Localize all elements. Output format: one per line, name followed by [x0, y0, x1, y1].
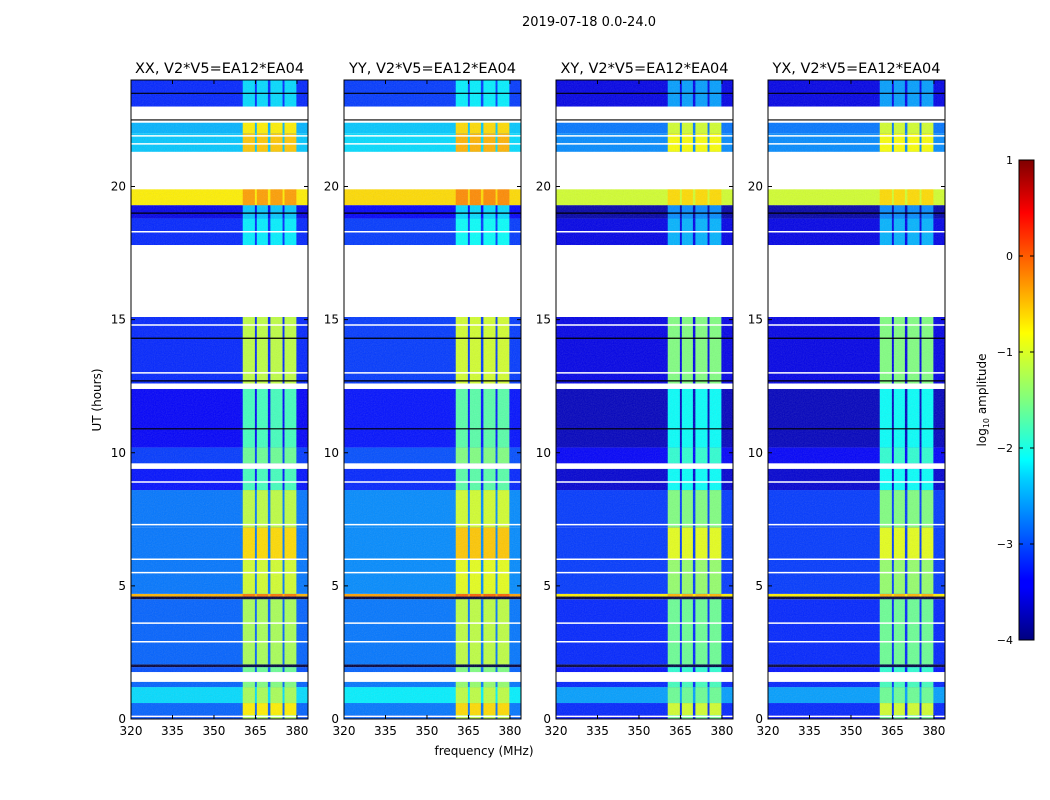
x-tick-label: 365: [457, 724, 480, 738]
flagged-band: [344, 106, 521, 123]
x-tick-label: 365: [881, 724, 904, 738]
y-tick-label: 20: [748, 180, 763, 194]
flagged-band: [768, 672, 945, 682]
y-tick-label: 20: [536, 180, 551, 194]
colorbar-gradient: [1018, 159, 1035, 641]
flagged-band: [768, 245, 945, 317]
flagged-band: [556, 106, 733, 123]
x-tick-label: 350: [840, 724, 863, 738]
colorbar-label-log: log: [975, 428, 989, 446]
panel-xy: XY, V2*V5=EA12*EA04 320 335 350 365 380 0 5 10 15…: [536, 61, 734, 738]
x-tick-label: 380: [710, 724, 733, 738]
y-tick-label: 20: [111, 180, 126, 194]
y-tick-label: 0: [331, 712, 339, 726]
y-tick-label: 10: [111, 446, 126, 460]
y-tick-label: 5: [543, 579, 551, 593]
panel-title: XY, V2*V5=EA12*EA04: [560, 61, 728, 77]
y-axis-label: UT (hours): [90, 368, 104, 431]
colorbar-label-sub: 10: [982, 418, 991, 428]
x-tick-label: 380: [285, 724, 308, 738]
x-tick-label: 350: [203, 724, 226, 738]
y-tick-label: 15: [536, 313, 551, 327]
panel-title: YX, V2*V5=EA12*EA04: [771, 61, 940, 77]
x-tick-label: 320: [120, 724, 143, 738]
x-tick-label: 335: [586, 724, 609, 738]
figure-title: 2019-07-18 0.0-24.0: [522, 15, 656, 30]
flagged-band: [556, 245, 733, 317]
flagged-band: [768, 151, 945, 190]
flagged-band: [768, 106, 945, 123]
flagged-band: [556, 151, 733, 190]
flagged-band: [344, 672, 521, 682]
plot-frame: [343, 79, 522, 720]
plot-frame: [555, 79, 734, 720]
y-tick-label: 5: [755, 579, 763, 593]
x-tick-label: 335: [374, 724, 397, 738]
flagged-band: [344, 383, 521, 389]
flagged-band: [344, 151, 521, 190]
x-tick-label: 335: [798, 724, 821, 738]
y-tick-label: 20: [324, 180, 339, 194]
flagged-band: [131, 383, 308, 389]
y-tick-label: 10: [536, 446, 551, 460]
flagged-band: [768, 463, 945, 469]
x-tick-label: 320: [545, 724, 568, 738]
flagged-band: [131, 106, 308, 123]
y-tick-label: 0: [543, 712, 551, 726]
x-tick-label: 365: [244, 724, 267, 738]
y-tick-label: 15: [324, 313, 339, 327]
panel-title: YY, V2*V5=EA12*EA04: [348, 61, 516, 77]
flagged-band: [131, 463, 308, 469]
x-tick-label: 350: [416, 724, 439, 738]
plot-frame: [767, 79, 946, 720]
flagged-band: [131, 672, 308, 682]
panel-xx: XX, V2*V5=EA12*EA04 320 335 350 365 380 0 5 10 15…: [111, 61, 309, 738]
colorbar-tick-label: 0: [1006, 250, 1013, 263]
x-tick-label: 350: [628, 724, 651, 738]
plot-frame: [130, 79, 309, 720]
colorbar-label: log10 amplitude: [975, 354, 991, 447]
x-tick-label: 320: [757, 724, 780, 738]
y-tick-label: 10: [748, 446, 763, 460]
x-axis-label: frequency (MHz): [434, 744, 533, 758]
y-tick-label: 0: [118, 712, 126, 726]
y-tick-label: 10: [324, 446, 339, 460]
colorbar-tick-label: 1: [1006, 154, 1013, 167]
flagged-band: [556, 672, 733, 682]
flagged-band: [556, 383, 733, 389]
y-tick-label: 0: [755, 712, 763, 726]
y-tick-label: 5: [118, 579, 126, 593]
flagged-band: [556, 463, 733, 469]
colorbar: log10 amplitude 10−1−2−3−4: [975, 154, 1035, 647]
flagged-band: [344, 463, 521, 469]
panel-yx: YX, V2*V5=EA12*EA04 320 335 350 365 380 0 5 10 15…: [748, 61, 946, 738]
x-tick-label: 335: [161, 724, 184, 738]
colorbar-tick-label: −1: [997, 346, 1013, 359]
panel-title: XX, V2*V5=EA12*EA04: [135, 61, 304, 77]
flagged-band: [131, 151, 308, 190]
flagged-band: [131, 245, 308, 317]
x-tick-label: 365: [669, 724, 692, 738]
y-tick-label: 5: [331, 579, 339, 593]
colorbar-tick-label: −3: [997, 538, 1013, 551]
x-tick-label: 380: [922, 724, 945, 738]
flagged-band: [768, 383, 945, 389]
x-tick-label: 380: [498, 724, 521, 738]
panel-yy: YY, V2*V5=EA12*EA04 320 335 350 365 380 0 5 10 15…: [324, 61, 522, 738]
x-tick-label: 320: [333, 724, 356, 738]
colorbar-tick-label: −2: [997, 442, 1013, 455]
y-tick-label: 15: [111, 313, 126, 327]
flagged-band: [344, 245, 521, 317]
colorbar-tick-label: −4: [997, 634, 1013, 647]
colorbar-label-rest: amplitude: [975, 354, 989, 418]
y-tick-label: 15: [748, 313, 763, 327]
